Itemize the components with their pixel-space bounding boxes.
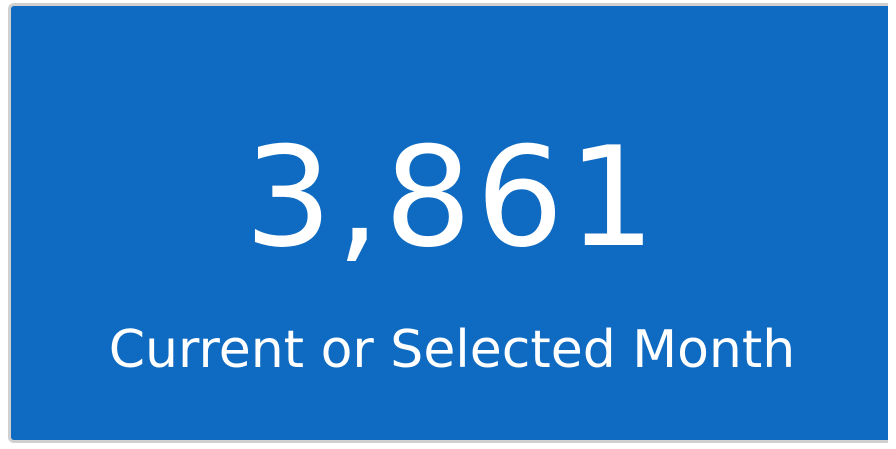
- kpi-card: [8, 3, 888, 443]
- kpi-value: 3,861: [244, 117, 660, 278]
- kpi-label: Current or Selected Month: [108, 320, 796, 380]
